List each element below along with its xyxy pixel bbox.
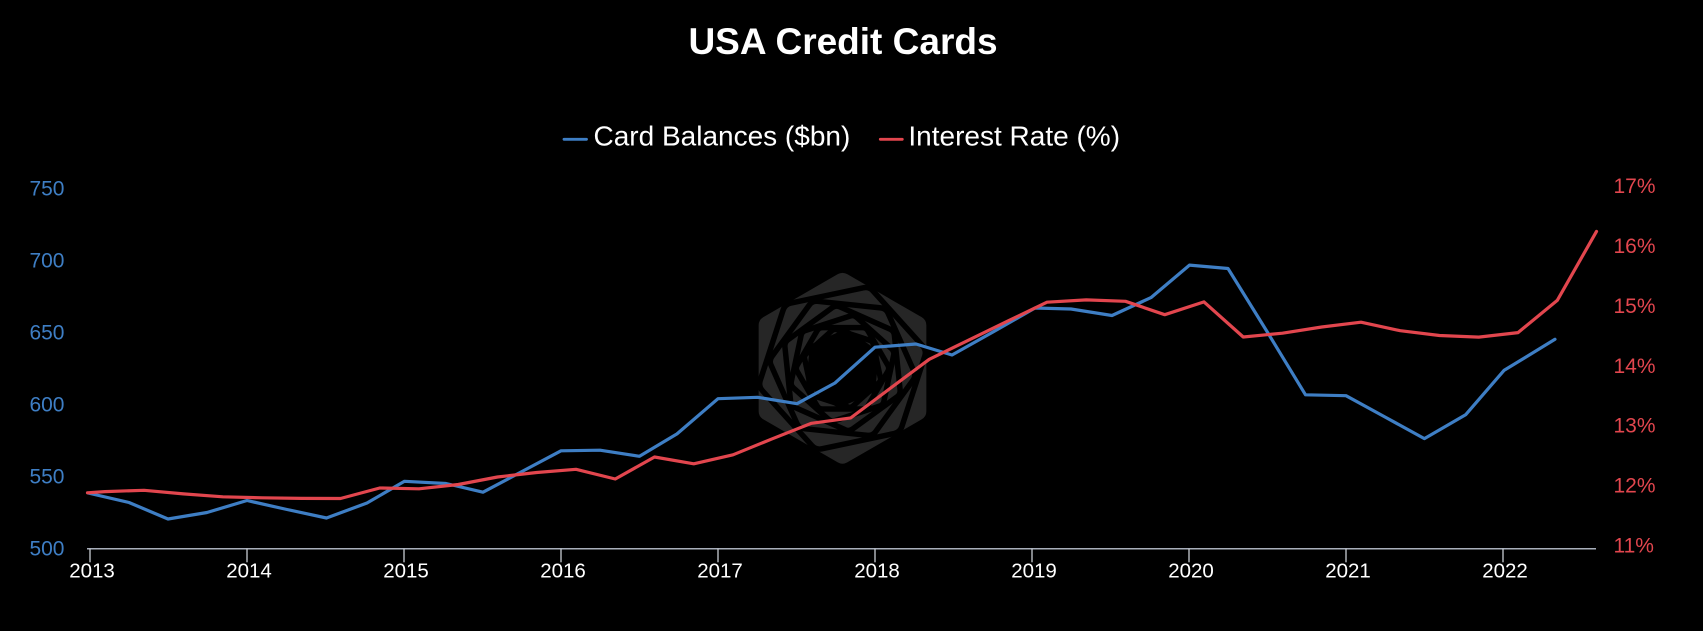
svg-text:15%: 15% — [1614, 295, 1656, 318]
svg-text:USA Credit Cards: USA Credit Cards — [688, 21, 997, 62]
svg-text:Card Balances ($bn): Card Balances ($bn) — [594, 120, 851, 151]
svg-text:650: 650 — [29, 322, 64, 345]
svg-text:12%: 12% — [1614, 474, 1656, 497]
svg-text:2019: 2019 — [1011, 560, 1057, 583]
svg-text:2020: 2020 — [1168, 560, 1214, 583]
svg-text:16%: 16% — [1614, 235, 1656, 258]
svg-text:2014: 2014 — [226, 560, 272, 583]
svg-text:Interest Rate (%): Interest Rate (%) — [908, 120, 1120, 151]
svg-text:500: 500 — [29, 538, 64, 561]
svg-text:700: 700 — [29, 249, 64, 272]
svg-text:11%: 11% — [1614, 534, 1654, 557]
svg-text:2013: 2013 — [69, 560, 115, 583]
svg-text:14%: 14% — [1614, 355, 1656, 378]
svg-text:2017: 2017 — [697, 560, 743, 583]
svg-text:750: 750 — [29, 177, 64, 200]
svg-text:2021: 2021 — [1325, 560, 1371, 583]
svg-text:13%: 13% — [1614, 415, 1656, 438]
svg-text:17%: 17% — [1614, 175, 1656, 198]
svg-text:2022: 2022 — [1482, 560, 1528, 583]
svg-text:550: 550 — [29, 466, 64, 489]
svg-text:2015: 2015 — [383, 560, 429, 583]
svg-text:600: 600 — [29, 394, 64, 417]
svg-text:2016: 2016 — [540, 560, 586, 583]
svg-text:2018: 2018 — [854, 560, 900, 583]
